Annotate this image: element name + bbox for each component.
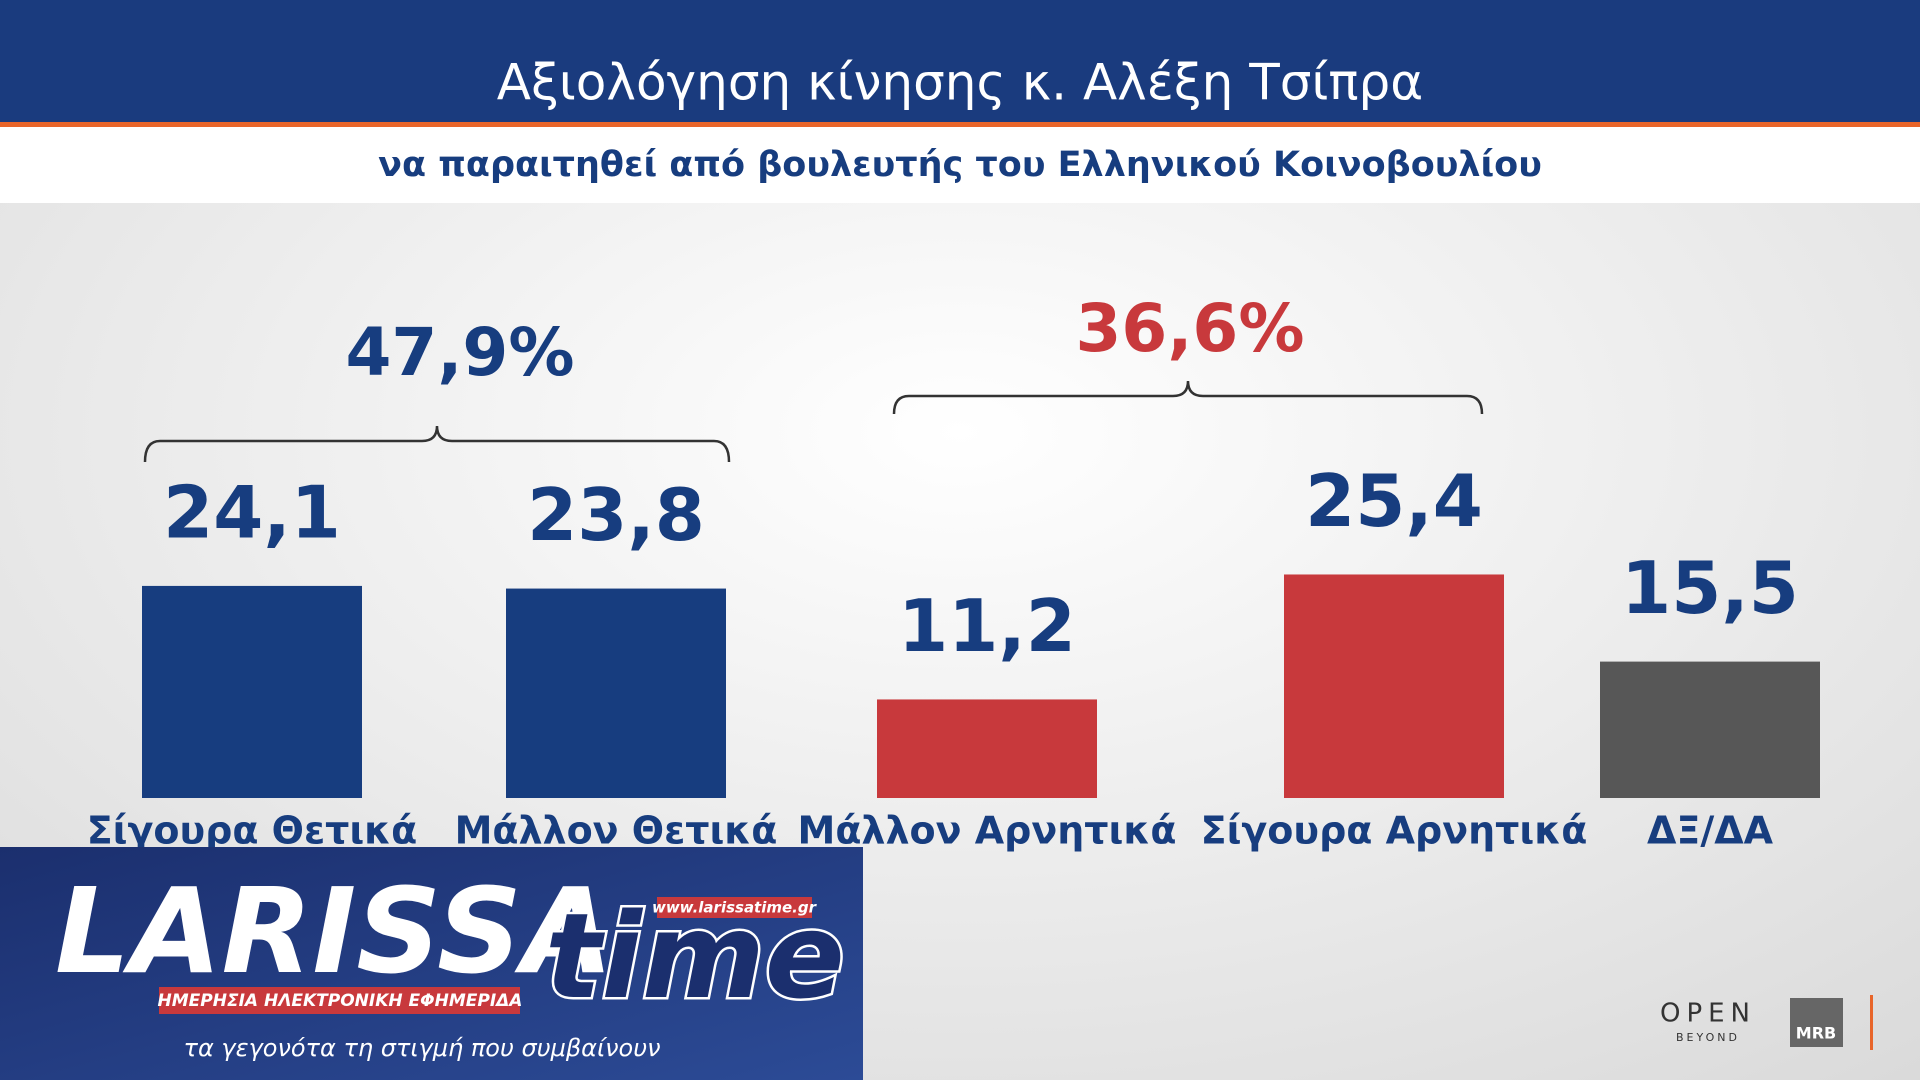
logo-box [0, 847, 863, 1080]
group-total: 36,6% [1076, 290, 1305, 367]
value-label: 11,2 [898, 584, 1076, 668]
value-label: 23,8 [527, 473, 705, 557]
category-label: Σίγουρα Αρνητικά [1201, 809, 1588, 853]
bar [877, 699, 1097, 798]
value-label: 24,1 [163, 470, 341, 554]
category-label: Σίγουρα Θετικά [87, 809, 418, 853]
chart-title: Αξιολόγηση κίνησης κ. Αλέξη Τσίπρα [497, 54, 1423, 112]
group-bracket [892, 380, 1484, 415]
logo-url-box [657, 897, 812, 918]
pollster-box [1790, 998, 1843, 1047]
category-label: Μάλλον Θετικά [455, 809, 778, 853]
group-bracket [143, 425, 731, 463]
subtitle-bar [0, 127, 1920, 203]
logo-strip [159, 987, 520, 1014]
group-total: 47,9% [346, 314, 575, 391]
bar [1284, 574, 1504, 798]
logo-slogan: τα γεγονότα τη στιγμή που συμβαίνουν [184, 1034, 661, 1062]
bar [142, 585, 362, 798]
bar [1600, 661, 1820, 798]
bar [506, 588, 726, 798]
logo-strip-text: ΗΜΕΡΗΣΙΑ ΗΛΕΚΤΡΟΝΙΚΗ ΕΦΗΜΕΡΙΔΑ [158, 991, 523, 1011]
value-label: 15,5 [1621, 546, 1799, 630]
value-label: 25,4 [1305, 459, 1483, 543]
channel-sub: BEYOND [1676, 1031, 1740, 1044]
category-label: ΔΞ/ΔΑ [1647, 809, 1774, 853]
footer-rule [1870, 995, 1873, 1050]
channel-logo: OPEN [1660, 999, 1756, 1029]
chart-subtitle: να παραιτηθεί από βουλευτής του Ελληνικο… [378, 145, 1542, 185]
title-rule [0, 122, 1920, 127]
title-bar [0, 0, 1920, 122]
pollster-logo: MRB [1796, 1024, 1836, 1043]
logo-brand: LARISSA [55, 862, 613, 1000]
logo-url: www.larissatime.gr [652, 899, 818, 917]
category-label: Μάλλον Αρνητικά [798, 809, 1177, 853]
